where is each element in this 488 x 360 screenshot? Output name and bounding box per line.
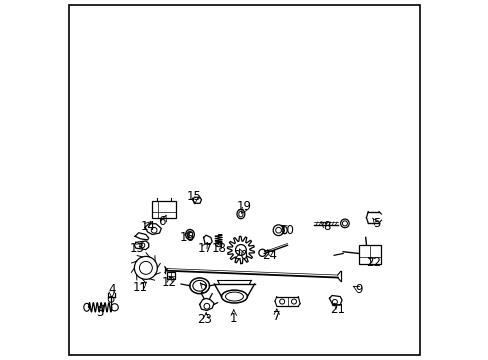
Text: 10: 10 bbox=[280, 224, 294, 237]
Text: 11: 11 bbox=[133, 281, 148, 294]
Text: 21: 21 bbox=[329, 303, 345, 316]
Text: 2: 2 bbox=[199, 283, 206, 296]
Bar bbox=[167, 272, 175, 279]
Text: 1: 1 bbox=[229, 311, 237, 325]
Text: 12: 12 bbox=[162, 276, 176, 289]
Text: 19: 19 bbox=[237, 201, 251, 213]
Text: 7: 7 bbox=[272, 310, 280, 323]
Text: 16: 16 bbox=[179, 231, 194, 244]
Text: 17: 17 bbox=[197, 242, 212, 255]
Text: 15: 15 bbox=[186, 190, 202, 203]
Text: 3: 3 bbox=[97, 306, 104, 319]
Text: 8: 8 bbox=[323, 220, 330, 233]
Text: 6: 6 bbox=[158, 215, 165, 228]
Text: 22: 22 bbox=[366, 256, 380, 269]
Text: 20: 20 bbox=[233, 249, 248, 262]
Bar bbox=[359, 244, 381, 264]
Bar bbox=[152, 201, 175, 219]
Text: 9: 9 bbox=[355, 283, 362, 296]
Text: 14: 14 bbox=[140, 220, 155, 233]
Text: 24: 24 bbox=[262, 249, 277, 262]
Text: 23: 23 bbox=[197, 313, 212, 327]
Text: 13: 13 bbox=[129, 242, 144, 255]
Text: 18: 18 bbox=[211, 242, 226, 255]
Text: 4: 4 bbox=[108, 283, 115, 296]
Text: 5: 5 bbox=[373, 216, 380, 230]
